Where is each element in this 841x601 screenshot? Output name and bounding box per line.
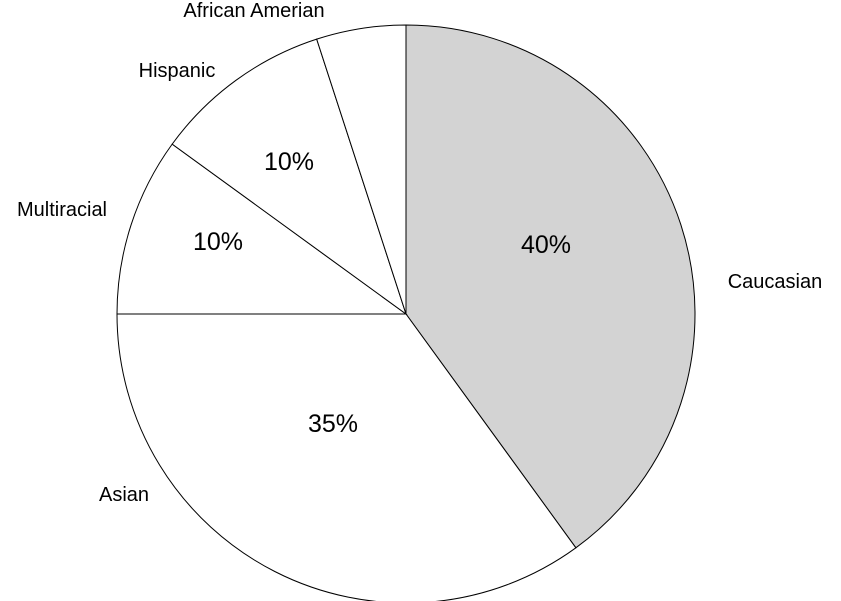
pie-slice-multiracial xyxy=(116,143,408,315)
pie-slice-asian xyxy=(116,313,577,601)
value-label-asian: 35% xyxy=(308,410,358,438)
pie-slice-hispanic xyxy=(171,38,407,316)
pie-labels: Caucasian 40% Asian 35% Multiracial 10% Hispan… xyxy=(17,0,822,506)
value-label-caucasian: 40% xyxy=(521,231,571,259)
value-label-multiracial: 10% xyxy=(193,228,243,256)
pie-slice-african-amerian xyxy=(316,24,407,315)
category-label-caucasian: Caucasian xyxy=(728,271,823,293)
value-label-hispanic: 10% xyxy=(264,148,314,176)
category-label-hispanic: Hispanic xyxy=(139,60,216,82)
category-label-african-amerian: African Amerian xyxy=(183,0,324,22)
pie-slices xyxy=(116,24,696,601)
pie-slice-caucasian xyxy=(405,24,696,549)
category-label-multiracial: Multiracial xyxy=(17,199,107,221)
category-label-asian: Asian xyxy=(99,484,149,506)
